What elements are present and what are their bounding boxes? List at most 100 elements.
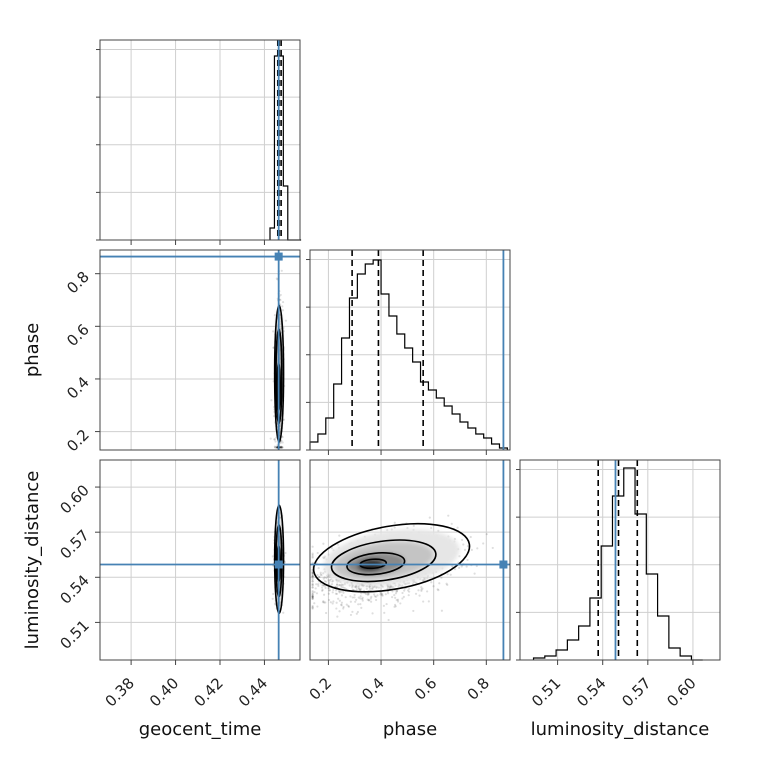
sample-point [317, 575, 321, 578]
sample-point [322, 584, 326, 587]
sample-point [393, 521, 396, 524]
contour-line [330, 539, 437, 583]
sample-point [406, 526, 409, 530]
sample-point [311, 580, 314, 583]
sample-point [401, 597, 404, 600]
sample-point [366, 598, 369, 601]
sample-point [338, 534, 341, 537]
sample-point [358, 589, 361, 592]
sample-point [311, 606, 314, 609]
sample-point [279, 441, 282, 444]
histogram-luminosity-distance [532, 467, 703, 661]
sample-point [392, 585, 395, 589]
sample-point [271, 555, 274, 558]
sample-point [326, 574, 329, 577]
sample-point [311, 583, 314, 586]
sample-point [368, 585, 371, 589]
sample-point [445, 582, 448, 585]
sample-point [311, 571, 314, 575]
sample-point [323, 555, 327, 558]
sample-point [331, 602, 334, 605]
sample-point [394, 592, 398, 595]
sample-point [394, 605, 397, 608]
truth-marker [274, 252, 283, 261]
x-tick-label: 0.44 [235, 674, 271, 710]
sample-point [432, 585, 435, 588]
sample-point [373, 595, 377, 598]
sample-point [330, 547, 334, 550]
truth-marker [274, 560, 283, 569]
sample-point [342, 607, 345, 610]
sample-point [327, 586, 330, 589]
sample-point [368, 599, 371, 602]
sample-point [315, 583, 318, 586]
sample-point [315, 592, 319, 595]
sample-point [275, 277, 278, 280]
sample-point [440, 609, 444, 612]
sample-point [482, 542, 485, 545]
sample-point [334, 589, 338, 592]
sample-point [355, 598, 358, 601]
panel-frame [309, 459, 511, 661]
sample-point [316, 573, 319, 577]
sample-point [334, 592, 338, 595]
sample-point [281, 446, 284, 449]
sample-point [427, 600, 430, 603]
x-tick-label: 0.2 [306, 674, 336, 704]
sample-point [462, 543, 465, 546]
sample-point [331, 580, 334, 583]
sample-point [311, 597, 314, 600]
sample-point [384, 593, 387, 596]
y-tick-label: 0.57 [56, 526, 92, 562]
sample-point [311, 578, 314, 581]
y-tick-label: 0.4 [63, 373, 93, 403]
sample-point [463, 548, 467, 551]
sample-point [311, 606, 314, 609]
sample-point [319, 571, 322, 574]
sample-point [321, 588, 324, 592]
sample-point [430, 526, 433, 530]
sample-point [388, 585, 391, 588]
x-tick-label: 0.54 [573, 674, 609, 710]
sample-point [360, 606, 363, 609]
sample-point [513, 513, 515, 515]
sample-point [269, 437, 272, 440]
sample-point [311, 595, 314, 598]
sample-point [273, 438, 276, 441]
sample-point [373, 593, 376, 596]
x-axis-title-phase: phase [383, 719, 437, 740]
sample-point [276, 446, 279, 449]
sample-point [371, 586, 374, 589]
sample-point [327, 579, 330, 582]
sample-point [386, 592, 390, 595]
sample-point [272, 330, 275, 333]
sample-point [272, 414, 276, 418]
y-tick-label: 0.60 [56, 481, 92, 517]
sample-point [281, 435, 284, 439]
sample-point [428, 516, 431, 519]
sample-point [414, 592, 418, 595]
sample-point [349, 613, 353, 617]
sample-point [328, 578, 332, 582]
x-tick-label: 0.60 [663, 674, 699, 710]
sample-point [417, 589, 420, 592]
sample-point [274, 440, 277, 443]
sample-point [323, 576, 326, 579]
sample-point [370, 587, 373, 590]
sample-point [275, 446, 279, 449]
sample-point [421, 587, 424, 590]
sample-point [322, 577, 325, 580]
sample-point [311, 595, 314, 598]
sample-point [280, 439, 283, 442]
sample-point [359, 587, 363, 590]
sample-point [401, 591, 404, 595]
sample-point [393, 605, 396, 608]
sample-point [412, 524, 415, 527]
sample-point [311, 593, 314, 596]
sample-point [466, 558, 469, 562]
sample-point [331, 591, 334, 594]
sample-point [408, 590, 411, 593]
sample-point [420, 589, 423, 592]
sample-point [375, 586, 378, 589]
sample-point [338, 610, 341, 613]
